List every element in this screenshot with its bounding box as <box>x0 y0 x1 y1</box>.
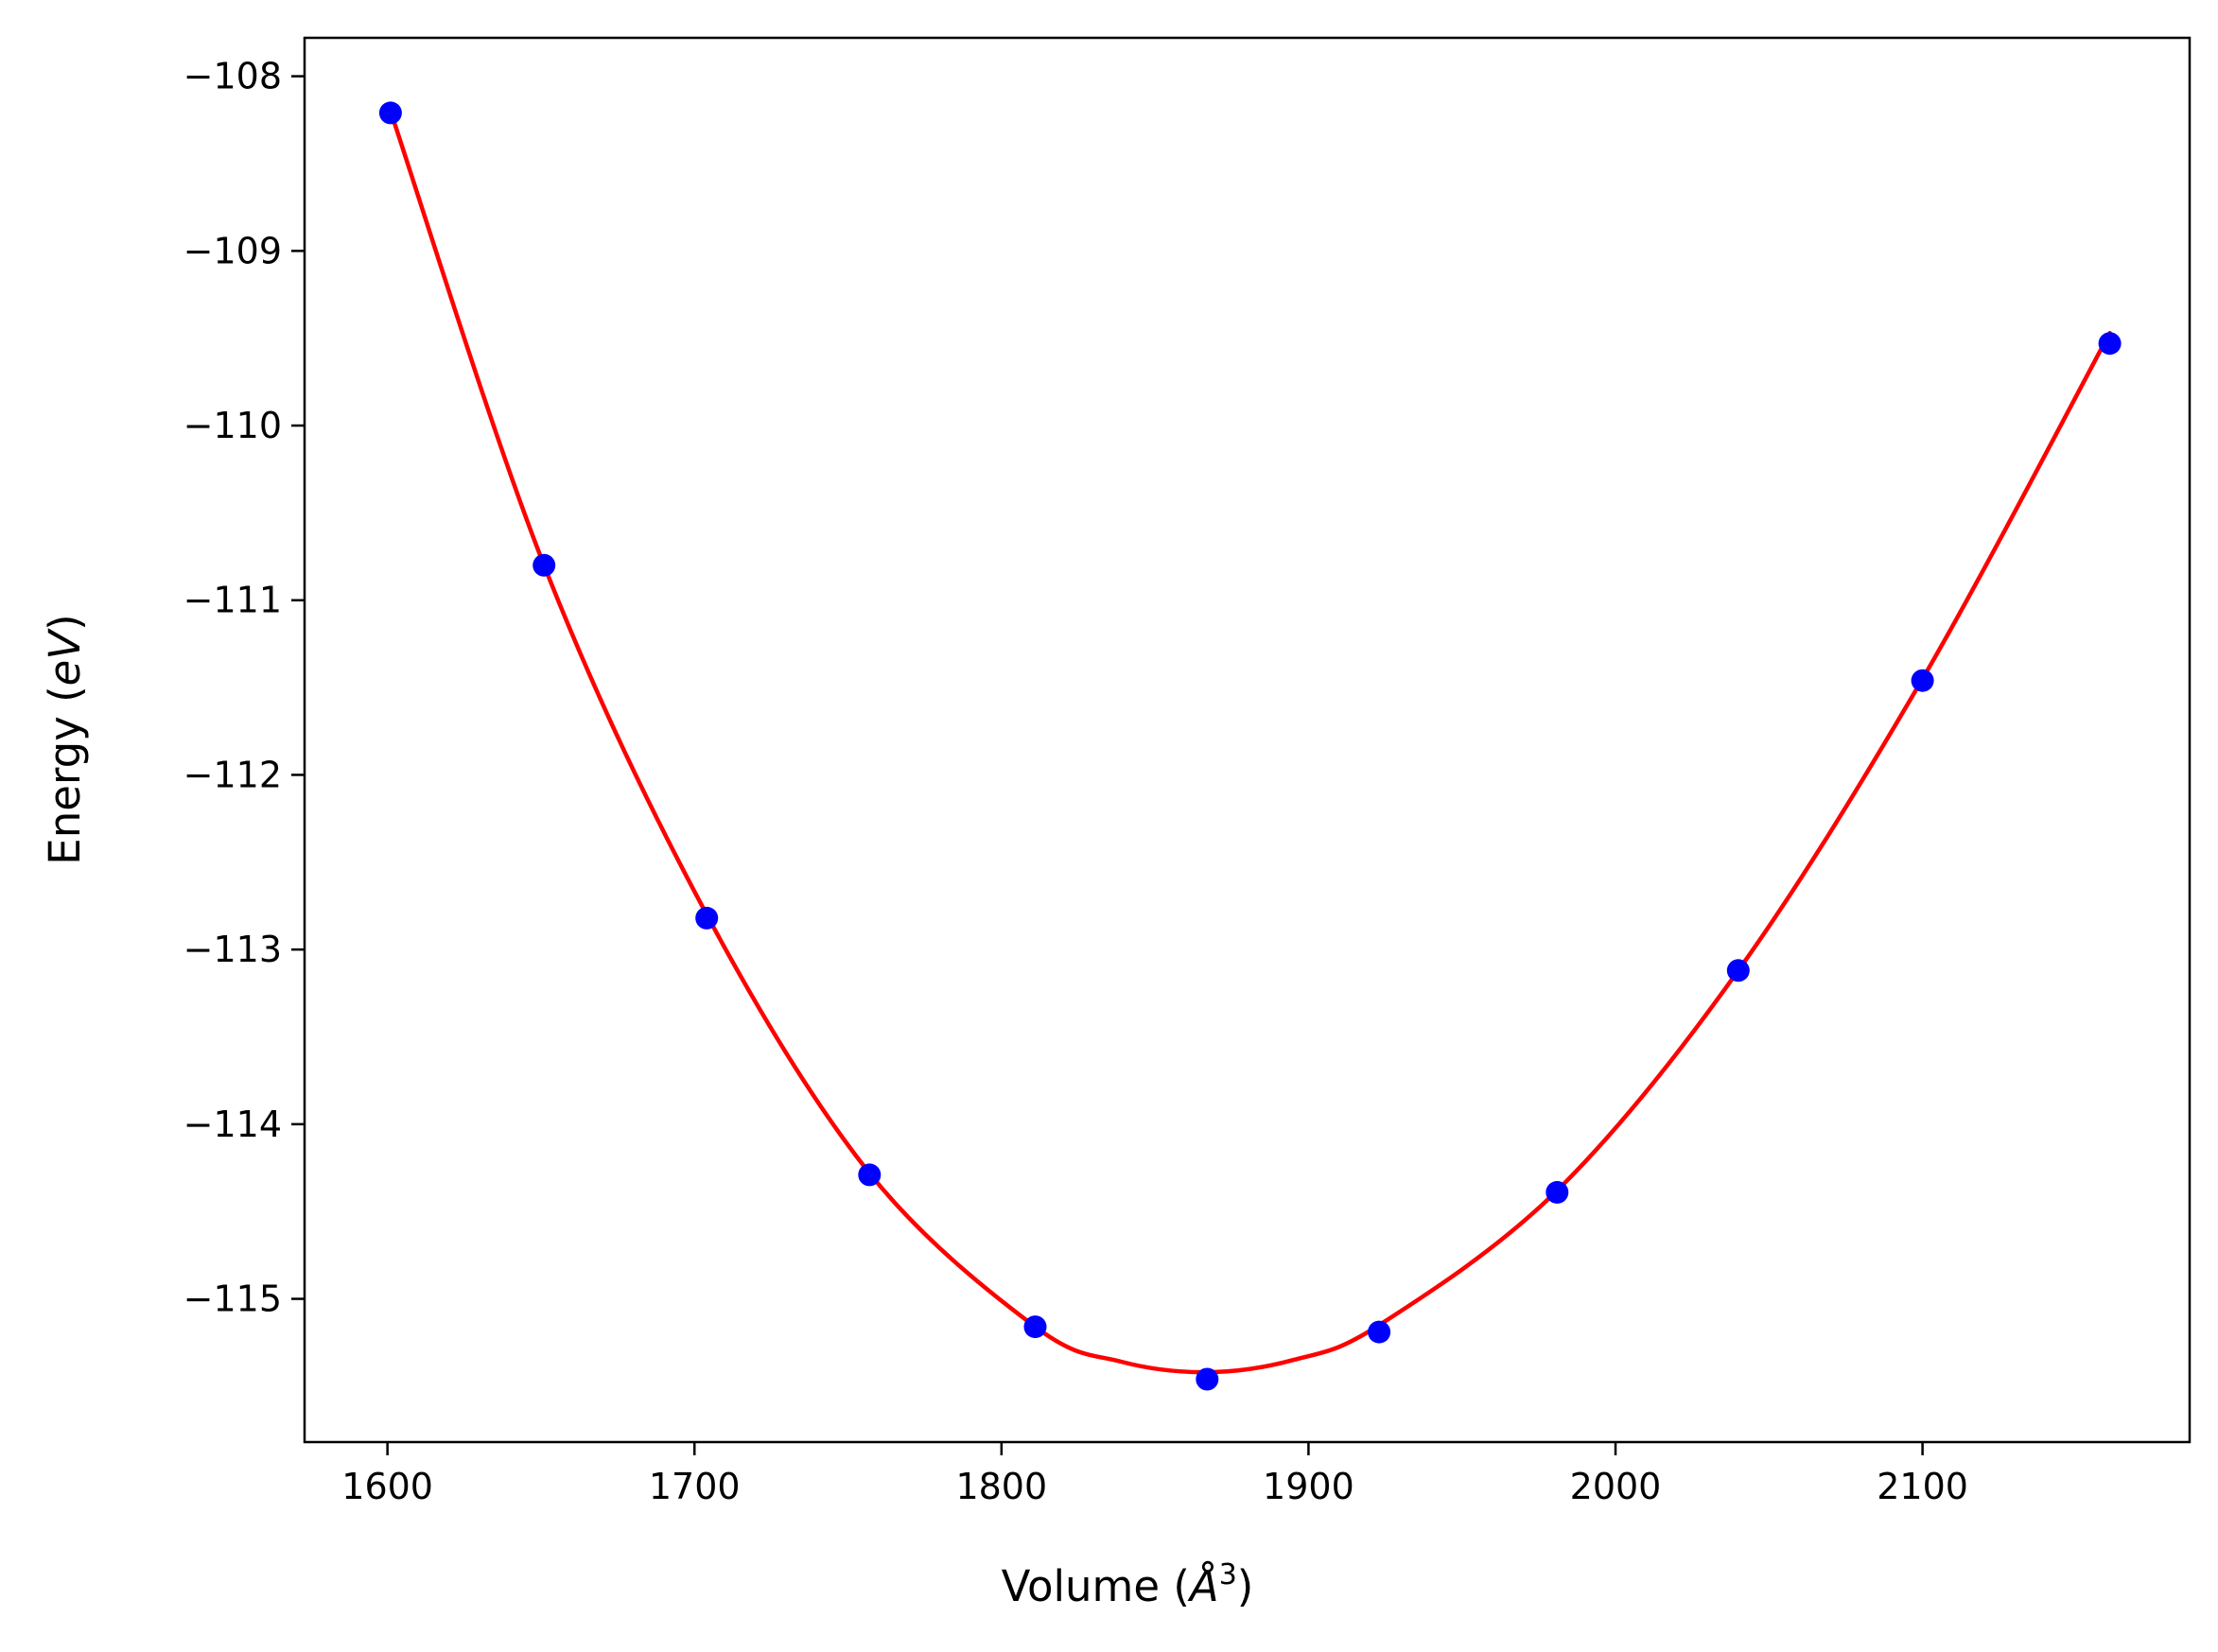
data-point <box>1023 1315 1047 1339</box>
y-tick-label: −109 <box>183 230 282 271</box>
y-tick-label: −112 <box>183 754 282 795</box>
data-point <box>533 553 556 577</box>
data-point <box>378 101 402 125</box>
y-tick-label: −108 <box>183 56 282 97</box>
x-tick-label: 2000 <box>1570 1466 1662 1507</box>
data-point <box>1911 669 1934 692</box>
y-tick-label: −113 <box>183 929 282 970</box>
data-point <box>858 1163 882 1187</box>
y-axis-label: Energy (eV) <box>40 614 90 864</box>
x-tick-label: 1800 <box>955 1466 1047 1507</box>
y-tick-label: −114 <box>183 1104 282 1145</box>
y-tick-label: −115 <box>183 1278 282 1320</box>
x-axis-ticks: 1600 1700 1800 1900 2000 2100 <box>341 1442 1968 1507</box>
x-axis-label: Volume (Å3) <box>1002 1558 1254 1611</box>
data-point <box>1196 1367 1219 1391</box>
data-point <box>1368 1320 1391 1344</box>
data-point <box>2098 332 2122 356</box>
y-tick-label: −111 <box>183 580 282 621</box>
plot-frame <box>303 36 2192 1444</box>
x-tick-label: 1600 <box>341 1466 433 1507</box>
data-point <box>695 906 719 930</box>
y-tick-label: −110 <box>183 405 282 446</box>
x-tick-label: 1700 <box>649 1466 741 1507</box>
x-tick-label: 2100 <box>1877 1466 1968 1507</box>
data-point <box>1546 1180 1569 1204</box>
data-points-layer <box>378 101 2122 1391</box>
y-axis-ticks: −108 −109 −110 −111 −112 −113 −114 −115 <box>183 56 305 1320</box>
data-point <box>1726 959 1750 983</box>
x-tick-label: 1900 <box>1263 1466 1354 1507</box>
